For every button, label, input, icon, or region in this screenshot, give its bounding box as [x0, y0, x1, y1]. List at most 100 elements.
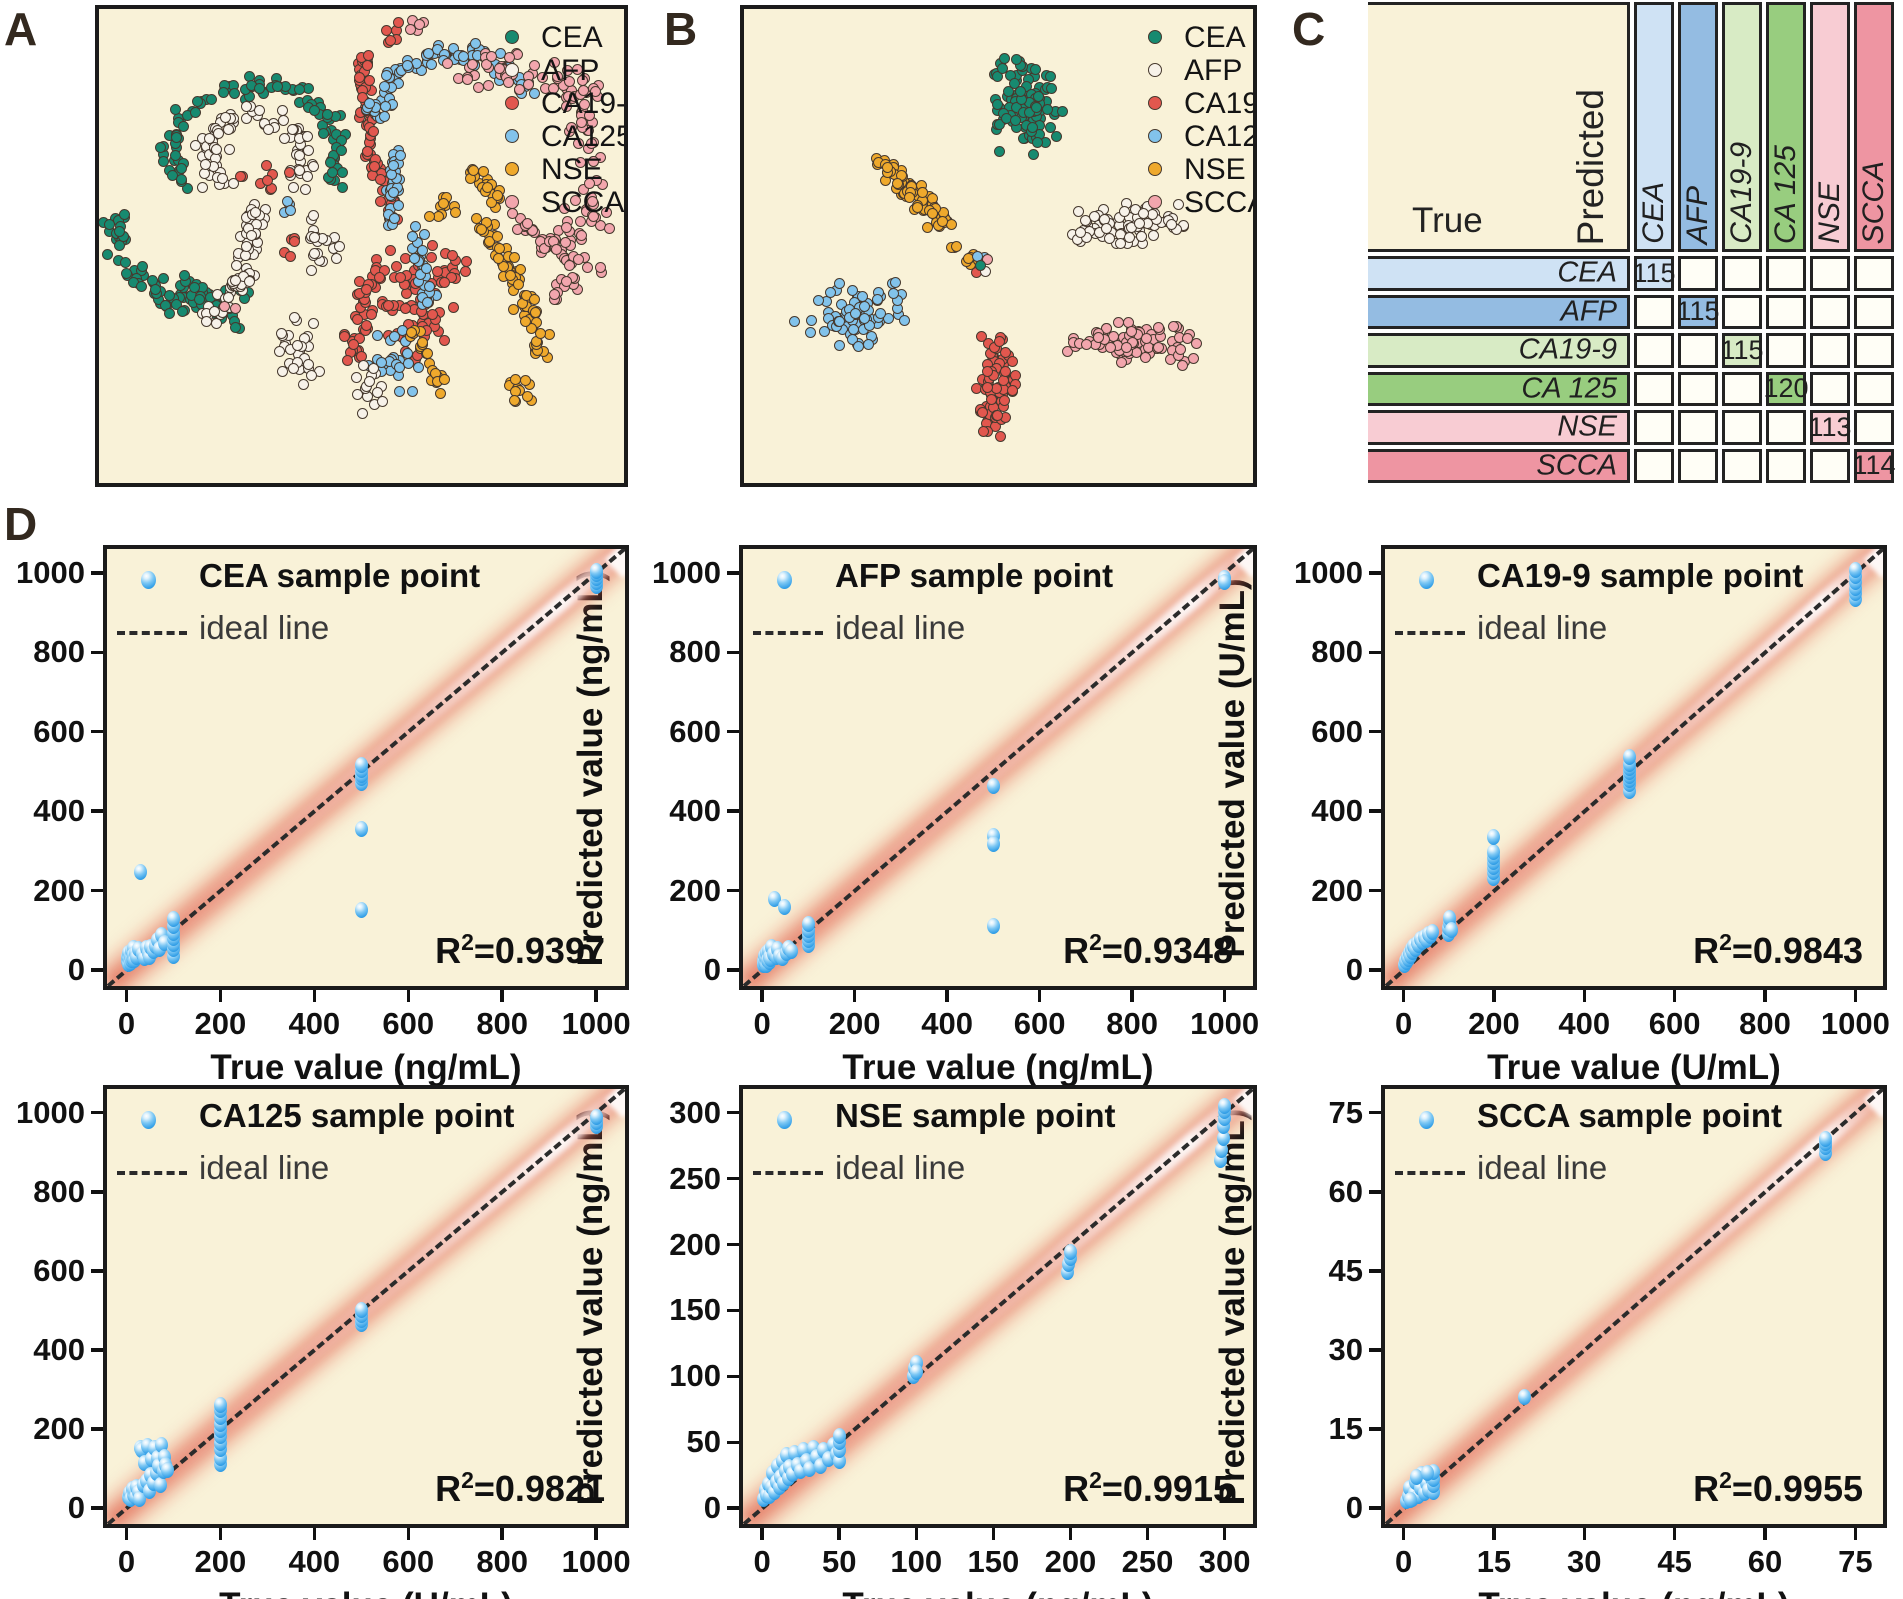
y-tick-label: 800	[33, 1173, 85, 1209]
x-tick-mark	[500, 990, 504, 1002]
tsne-point	[289, 235, 301, 247]
legend-line-label: ideal line	[199, 609, 330, 646]
tsne-point	[1139, 351, 1151, 363]
tsne-point	[354, 332, 366, 344]
legend-dash-icon	[117, 1171, 187, 1175]
tsne-point	[347, 338, 359, 350]
tsne-point	[361, 320, 373, 332]
legend-dash-icon	[753, 1171, 823, 1175]
matrix-cell	[1722, 294, 1762, 329]
tsne-point	[898, 314, 910, 326]
matrix-cell	[1766, 448, 1806, 483]
afp-legend-dot-icon	[1148, 63, 1162, 77]
tsne-point	[995, 430, 1007, 442]
tsne-point	[200, 315, 212, 327]
tsne-point	[833, 339, 845, 351]
r-squared-value: R2=0.9955	[1693, 1467, 1863, 1509]
matrix-cell	[1634, 294, 1674, 329]
matrix-row-label: NSE	[1557, 410, 1617, 443]
y-tick-mark	[91, 1110, 103, 1115]
tsne-point	[308, 232, 320, 244]
regression-plot-nse: 005050100100150150200200250250300300True…	[571, 1085, 1257, 1599]
y-tick-mark	[727, 1242, 739, 1247]
x-tick-mark	[1401, 990, 1406, 1002]
tsne-point	[991, 99, 1003, 111]
matrix-row-header: NSE	[1368, 410, 1630, 445]
matrix-cell	[1810, 333, 1850, 368]
tsne-point	[1027, 148, 1039, 160]
matrix-cell	[1634, 371, 1674, 406]
tsne-point	[277, 366, 289, 378]
tsne-point	[364, 375, 376, 387]
tsne-point	[1148, 230, 1160, 242]
tsne-point	[360, 283, 372, 295]
x-tick-mark	[406, 1528, 411, 1540]
legend-sample-label: AFP sample point	[835, 557, 1114, 594]
sample-point	[1487, 829, 1501, 846]
matrix-row-label: CA 125	[1521, 372, 1617, 405]
y-tick-mark	[91, 809, 103, 813]
x-tick-mark	[500, 1528, 504, 1540]
tsne-point	[337, 181, 349, 193]
y-tick-label: 600	[33, 713, 85, 749]
legend-item-label: CEA	[1184, 21, 1246, 54]
tsne-point	[530, 306, 542, 318]
x-axis-title: True value (ng/mL)	[842, 1048, 1154, 1087]
y-tick-label: 45	[1328, 1252, 1363, 1288]
legend-sample-label: CEA sample point	[199, 557, 481, 594]
sample-point	[153, 1477, 167, 1494]
matrix-value: 113	[1808, 410, 1852, 445]
tsne-point	[243, 275, 255, 287]
x-tick-mark	[1068, 1528, 1073, 1540]
tsne-point	[994, 145, 1006, 157]
x-tick-mark	[1582, 990, 1587, 1002]
matrix-column-header: AFP	[1678, 2, 1718, 252]
matrix-row-label: CA19-9	[1518, 333, 1617, 366]
y-tick-mark	[727, 1308, 739, 1313]
legend-item: NSE	[1148, 153, 1257, 186]
tsne-point	[475, 223, 487, 235]
tsne-point	[285, 250, 297, 262]
tsne-point	[424, 211, 436, 223]
plot-area	[1381, 1085, 1887, 1528]
tsne-point	[261, 159, 273, 171]
y-tick-mark	[91, 729, 103, 734]
x-tick-label: 1000	[1820, 1006, 1890, 1041]
y-tick-mark	[727, 729, 739, 734]
legend-item: SCCA	[505, 186, 628, 219]
tsne-point	[1176, 360, 1188, 372]
tsne-point	[367, 362, 379, 374]
tsne-point	[267, 168, 279, 180]
matrix-row-header: SCCA	[1368, 448, 1630, 483]
tsne-point	[421, 297, 433, 309]
legend-dash-icon	[117, 631, 187, 635]
tsne-point	[229, 302, 241, 314]
tsne-point	[222, 123, 234, 135]
tsne-point	[1044, 70, 1056, 82]
x-tick-label: 75	[1838, 1544, 1873, 1579]
legend-dash-icon	[753, 631, 823, 635]
tsne-point	[154, 141, 166, 153]
legend-item-label: CA19-9	[1184, 87, 1257, 120]
sample-point	[589, 563, 603, 580]
tsne-point	[262, 124, 274, 136]
sample-point	[986, 777, 1000, 794]
tsne-point	[834, 278, 846, 290]
tsne-point	[492, 252, 504, 264]
matrix-value: 120	[1763, 371, 1809, 406]
tsne-point	[208, 305, 220, 317]
tsne-point	[253, 105, 265, 117]
matrix-row-header: AFP	[1368, 294, 1630, 329]
tsne-point	[922, 222, 934, 234]
matrix-row-header: CEA	[1368, 256, 1630, 291]
plot-area	[1381, 545, 1887, 990]
tsne-point	[278, 114, 290, 126]
tsne-point	[271, 80, 283, 92]
tsne-point	[375, 174, 387, 185]
tsne-point	[361, 59, 373, 71]
tsne-point	[245, 230, 257, 242]
tsne-point	[378, 111, 390, 123]
